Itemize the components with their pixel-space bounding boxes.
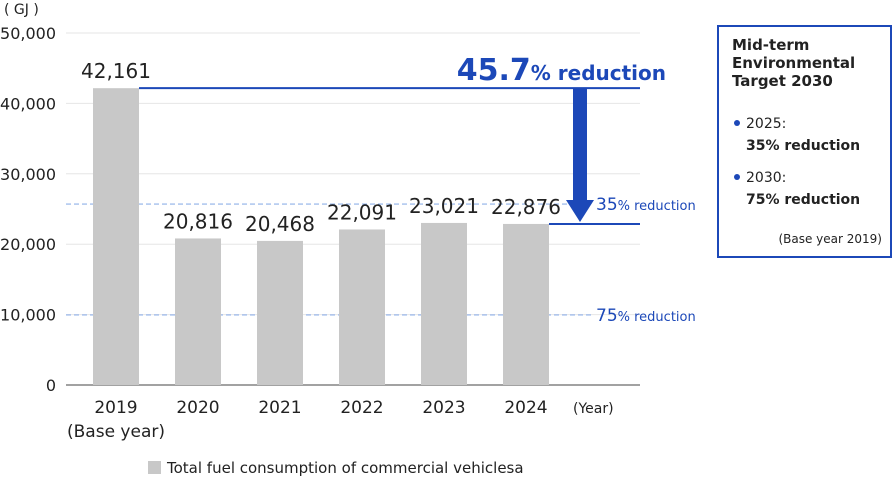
bar — [257, 240, 303, 385]
reference-value: 75 — [596, 306, 618, 326]
target-title: Target 2030 — [732, 72, 833, 90]
target-year: 2025: — [746, 116, 786, 132]
x-tick-label: 2023 — [422, 398, 465, 418]
reduction-label: 45.7% reduction — [457, 53, 666, 88]
bar — [93, 88, 139, 386]
x-tick-label: 2021 — [258, 398, 301, 418]
target-value: 75% reduction — [746, 192, 860, 208]
reference-label: 75% reduction — [596, 306, 696, 326]
arrow-shaft — [573, 88, 587, 202]
bar — [339, 229, 385, 385]
reference-suffix: % reduction — [618, 310, 696, 325]
y-tick-label: 50,000 — [0, 24, 56, 43]
target-year: 2030: — [746, 170, 786, 186]
value-label: 42,161 — [81, 59, 151, 83]
y-tick-label: 40,000 — [0, 94, 56, 113]
y-unit: ( GJ ) — [4, 2, 39, 18]
legend-swatch — [148, 461, 161, 474]
value-label: 20,816 — [163, 209, 233, 233]
bar — [421, 222, 467, 385]
reference-value: 35 — [596, 195, 618, 215]
target-title: Mid-term — [732, 36, 809, 54]
legend-label: Total fuel consumption of commercial veh… — [166, 459, 524, 477]
bar — [503, 223, 549, 385]
x-tick-label: 2022 — [340, 398, 383, 418]
value-label: 23,021 — [409, 194, 479, 218]
y-tick-label: 30,000 — [0, 165, 56, 184]
reference-suffix: % reduction — [618, 199, 696, 214]
reduction-value: 45.7 — [457, 53, 531, 88]
target-note: (Base year 2019) — [778, 232, 882, 246]
x-tick-label: 2024 — [504, 398, 547, 418]
x-unit: (Year) — [573, 401, 614, 417]
target-box — [717, 25, 892, 258]
bullet — [734, 174, 740, 180]
reduction-suffix: % reduction — [531, 61, 666, 85]
base-year-label: (Base year) — [67, 422, 165, 442]
x-tick-label: 2019 — [94, 398, 137, 418]
target-value: 35% reduction — [746, 138, 860, 154]
value-label: 22,091 — [327, 200, 397, 224]
reference-label: 35% reduction — [596, 195, 696, 215]
value-label: 20,468 — [245, 212, 315, 236]
y-tick-label: 20,000 — [0, 235, 56, 254]
x-tick-label: 2020 — [176, 398, 219, 418]
y-tick-label: 0 — [46, 376, 56, 395]
bullet — [734, 120, 740, 126]
target-title: Environmental — [732, 54, 855, 72]
bar — [175, 238, 221, 385]
y-tick-label: 10,000 — [0, 306, 56, 325]
value-label: 22,876 — [491, 195, 561, 219]
arrow-head — [566, 199, 594, 222]
